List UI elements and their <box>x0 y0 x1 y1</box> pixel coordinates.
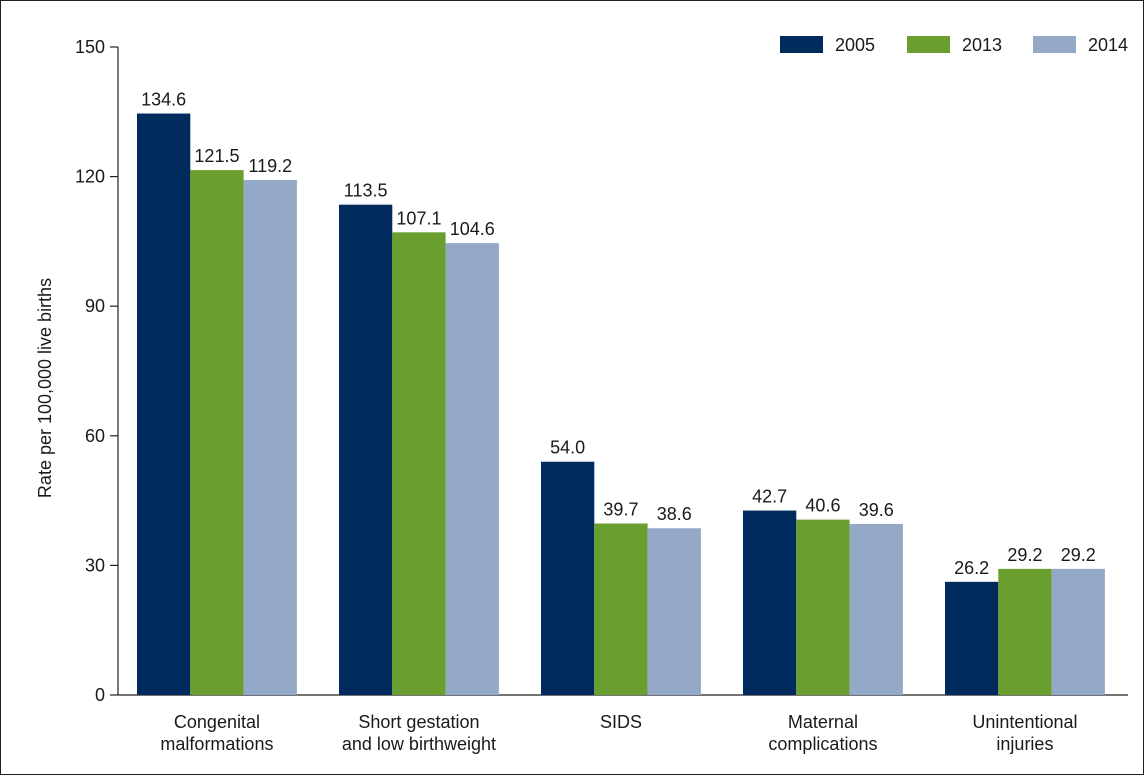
bar-2005 <box>743 510 797 695</box>
y-axis-title: Rate per 100,000 live births <box>35 278 55 498</box>
bar-2005 <box>945 581 999 695</box>
x-tick-label: Congenital malformations <box>160 712 273 754</box>
data-label: 113.5 <box>344 181 388 201</box>
x-tick-label: Maternal complications <box>768 712 877 754</box>
data-label: 40.6 <box>805 496 840 516</box>
x-tick-label: Short gestation and low birthweight <box>342 712 496 754</box>
bar-2005 <box>339 204 393 695</box>
data-label: 39.7 <box>603 499 638 519</box>
legend: 2005 2013 2014 <box>780 35 1128 55</box>
data-label: 121.5 <box>194 146 239 166</box>
y-tick-label: 120 <box>75 167 105 187</box>
y-axis-title-group: Rate per 100,000 live births <box>35 278 55 498</box>
category-labels: Congenital malformations Short gestation an… <box>160 712 1077 754</box>
bar-2014 <box>243 180 297 695</box>
data-label: 39.6 <box>859 500 894 520</box>
bars <box>137 113 1105 696</box>
y-axis: 0 30 60 90 120 150 <box>75 37 119 705</box>
bar-2014 <box>647 528 701 695</box>
legend-swatch-2014 <box>1033 36 1076 53</box>
data-label: 29.2 <box>1007 545 1042 565</box>
x-tick-label: Unintentional injuries <box>972 712 1077 754</box>
data-label: 29.2 <box>1061 545 1096 565</box>
bar-2014 <box>445 243 499 696</box>
data-label: 134.6 <box>141 90 186 110</box>
y-tick-label: 0 <box>95 685 105 705</box>
data-label: 38.6 <box>657 504 692 524</box>
bar-2013 <box>998 568 1052 695</box>
data-label: 54.0 <box>550 438 585 458</box>
legend-label: 2014 <box>1088 35 1128 55</box>
data-label: 26.2 <box>954 558 989 578</box>
data-label: 42.7 <box>752 487 787 507</box>
y-tick-label: 150 <box>75 37 105 57</box>
bar-2013 <box>796 519 850 695</box>
bar-2013 <box>594 523 648 695</box>
bar-2005 <box>541 461 595 695</box>
bar-2005 <box>137 113 191 695</box>
data-label: 104.6 <box>450 219 495 239</box>
legend-swatch-2005 <box>780 36 823 53</box>
legend-label: 2013 <box>962 35 1002 55</box>
legend-swatch-2013 <box>907 36 950 53</box>
bar-2014 <box>1051 568 1105 695</box>
y-tick-label: 60 <box>85 426 105 446</box>
bar-2013 <box>392 232 446 695</box>
bar-2013 <box>190 170 244 695</box>
y-tick-label: 90 <box>85 296 105 316</box>
x-tick-label: SIDS <box>600 712 642 732</box>
bar-2014 <box>849 523 903 695</box>
y-tick-label: 30 <box>85 555 105 575</box>
data-label: 107.1 <box>396 208 441 228</box>
legend-label: 2005 <box>835 35 875 55</box>
value-labels: 134.6 121.5 119.2 113.5 107.1 104.6 54.0 39.7 38… <box>141 90 1096 578</box>
data-label: 119.2 <box>248 156 292 176</box>
